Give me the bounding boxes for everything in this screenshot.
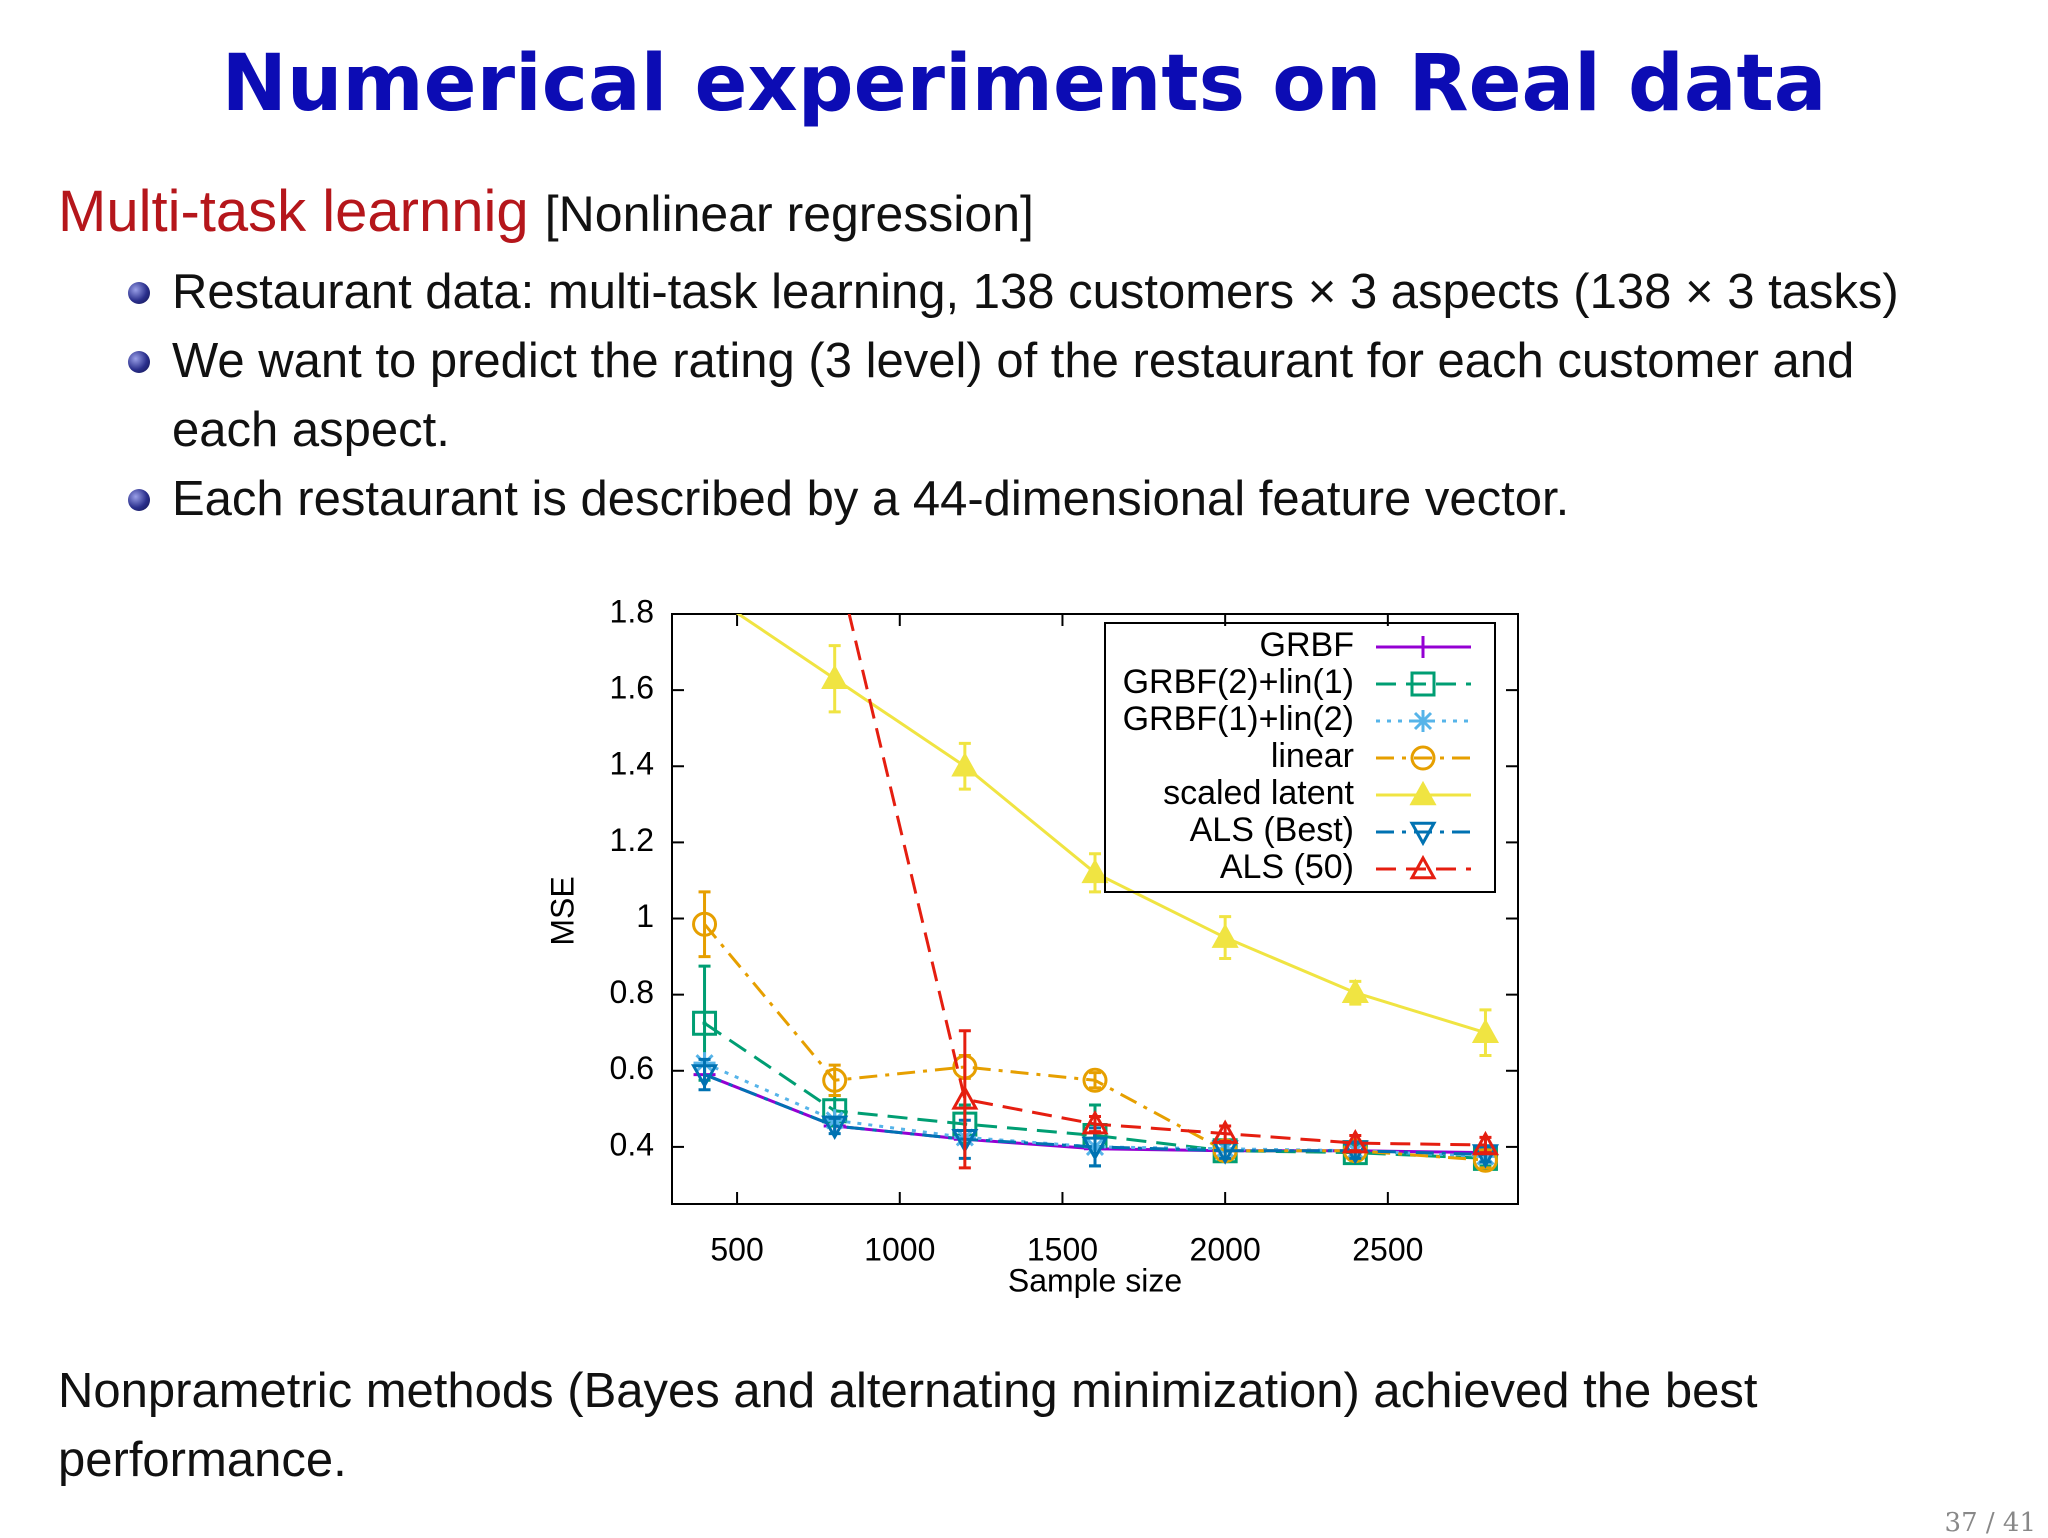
- marker: [1081, 1109, 1109, 1135]
- page-number: 37 / 41: [1944, 1508, 2036, 1538]
- error-bar: [698, 890, 711, 959]
- y-tick-label: 0.4: [610, 1126, 654, 1162]
- marker: [1081, 858, 1109, 884]
- plot-frame: [671, 613, 1519, 1205]
- slide-title: Numerical experiments on Real data: [221, 39, 1827, 129]
- legend-label: GRBF(1)+lin(2): [1123, 700, 1354, 738]
- x-tick-label: 500: [710, 1231, 763, 1267]
- y-tick-label: 1.8: [610, 593, 654, 629]
- bullet: Each restaurant is described by a 44-dim…: [128, 465, 1968, 534]
- legend-marker: [1409, 821, 1437, 847]
- error-bar: [1089, 1071, 1101, 1090]
- legend-marker: [1412, 710, 1434, 732]
- y-tick-label: 1.6: [610, 670, 654, 706]
- legend-marker: [1412, 636, 1434, 658]
- y-tick-label: 1.2: [610, 822, 654, 858]
- marker: [690, 1064, 719, 1089]
- y-axis-label: MSE: [544, 876, 580, 945]
- conclusion: Nonprametric methods (Bayes and alternat…: [58, 1364, 1758, 1487]
- marker: [1081, 1136, 1109, 1161]
- x-tick-label: 2000: [1190, 1231, 1261, 1267]
- heading-text: Multi-task learnnig: [58, 179, 529, 244]
- marker: [822, 1067, 848, 1093]
- marker: [821, 664, 849, 690]
- x-tick-label: 1000: [864, 1231, 935, 1267]
- marker: [1341, 1129, 1369, 1154]
- x-axis-label: Sample size: [1008, 1262, 1182, 1298]
- x-tick-label: 2500: [1352, 1231, 1423, 1267]
- bullet: We want to predict the rating (3 level) …: [128, 327, 1968, 465]
- bullet: Restaurant data: multi-task learning, 13…: [128, 258, 1968, 327]
- y-tick-label: 0.8: [610, 974, 654, 1010]
- legend-label: GRBF: [1260, 626, 1354, 664]
- marker: [694, 580, 716, 600]
- legend-label: GRBF(2)+lin(1): [1123, 663, 1354, 701]
- legend-label: ALS (Best): [1190, 811, 1354, 849]
- marker: [1471, 1130, 1500, 1156]
- bullet-list: Restaurant data: multi-task learning, 13…: [128, 258, 1968, 534]
- marker: [1082, 1067, 1108, 1093]
- legend-label: scaled latent: [1163, 774, 1354, 812]
- marker: [692, 1010, 718, 1036]
- legend-marker: [1409, 854, 1437, 880]
- heading-tag: [Nonlinear regression]: [544, 186, 1034, 242]
- marker: [1211, 923, 1239, 948]
- legend-box: [1104, 622, 1496, 893]
- error-bar: [958, 1029, 971, 1170]
- marker: [951, 1085, 979, 1110]
- legend-label: ALS (50): [1220, 848, 1354, 886]
- marker: [824, 542, 846, 562]
- legend-marker: [1409, 780, 1437, 806]
- marker: [1341, 978, 1369, 1004]
- legend-marker: [1410, 671, 1436, 697]
- section-heading: Multi-task learnnig [Nonlinear regressio…: [58, 180, 1034, 246]
- marker: [951, 752, 979, 777]
- y-tick-label: 1.4: [610, 746, 654, 782]
- marker: [1471, 1018, 1500, 1044]
- y-tick-label: 1: [636, 898, 654, 934]
- legend-marker: [1410, 745, 1436, 771]
- marker: [692, 911, 718, 937]
- marker: [1211, 1119, 1239, 1144]
- series-line: [735, 614, 1486, 1035]
- x-tick-label: 1500: [1027, 1231, 1098, 1267]
- series-line: [847, 614, 1486, 1147]
- legend-label: linear: [1271, 737, 1354, 775]
- plot-area: [690, 542, 1500, 1173]
- marker: [821, 1115, 849, 1141]
- y-tick-label: 0.6: [610, 1050, 654, 1086]
